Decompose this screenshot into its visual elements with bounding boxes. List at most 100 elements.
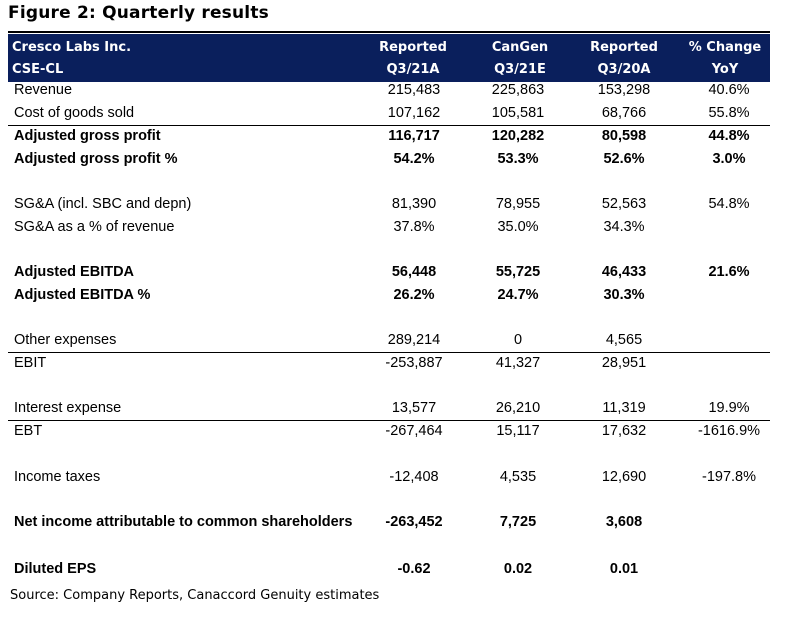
cell-reported-q321a: -263,452: [385, 514, 443, 530]
header-col4-line2: YoY: [711, 61, 739, 77]
cell-reported-q321a: -253,887: [385, 355, 443, 371]
cell-reported-q321a: -12,408: [389, 469, 439, 485]
row-label: Income taxes: [14, 469, 101, 485]
row-label: EBT: [14, 423, 43, 439]
row-label: Adjusted EBITDA: [14, 264, 135, 280]
cell-reported-q320a: 80,598: [601, 128, 647, 144]
header-col2-line1: CanGen: [491, 39, 549, 55]
cell-reported-q320a: 30.3%: [603, 287, 645, 303]
cell-change-yoy: 21.6%: [708, 264, 750, 280]
cell-cangen-q321e: 26,210: [495, 400, 541, 416]
cell-reported-q320a: 28,951: [601, 355, 647, 371]
cell-reported-q321a: 54.2%: [393, 151, 435, 167]
header-ticker: CSE-CL: [12, 61, 64, 77]
row-label: Net income attributable to common shareh…: [14, 514, 353, 530]
cell-cangen-q321e: 225,863: [491, 82, 545, 98]
table-row-adjusted-ebitda: Adjusted EBITDA 56,448 55,725 46,433 21.…: [8, 261, 770, 284]
header-col4-line1: % Change: [688, 39, 762, 55]
header-col1-line1: Reported: [379, 39, 447, 55]
cell-reported-q321a: -267,464: [385, 423, 443, 439]
cell-change-yoy: -197.8%: [701, 469, 756, 485]
row-label: SG&A as a % of revenue: [14, 219, 175, 235]
cell-cangen-q321e: 78,955: [495, 196, 541, 212]
table-row-cogs: Cost of goods sold 107,162 105,581 68,76…: [8, 102, 770, 126]
table-row-diluted-eps: Diluted EPS -0.62 0.02 0.01: [8, 558, 770, 581]
row-label: SG&A (incl. SBC and depn): [14, 196, 192, 212]
cell-reported-q321a: 26.2%: [393, 287, 435, 303]
table-row-interest-expense: Interest expense 13,577 26,210 11,319 19…: [8, 397, 770, 421]
cell-reported-q320a: 12,690: [601, 469, 647, 485]
cell-reported-q321a: 81,390: [391, 196, 437, 212]
row-label: Adjusted EBITDA %: [14, 287, 151, 303]
header-col-reported-q320a: Reported Q3/20A: [581, 34, 667, 82]
row-label: EBIT: [14, 355, 47, 371]
table-row-ebt: EBT -267,464 15,117 17,632 -1616.9%: [8, 420, 770, 443]
cell-reported-q321a: 13,577: [391, 400, 437, 416]
cell-reported-q320a: 153,298: [597, 82, 651, 98]
cell-cangen-q321e: 7,725: [499, 514, 537, 530]
table-row-adjusted-ebitda-pct: Adjusted EBITDA % 26.2% 24.7% 30.3%: [8, 284, 770, 307]
cell-cangen-q321e: 55,725: [495, 264, 541, 280]
title-rule: [8, 31, 770, 33]
cell-reported-q320a: 52,563: [601, 196, 647, 212]
cell-reported-q321a: 215,483: [387, 82, 441, 98]
cell-cangen-q321e: 120,282: [491, 128, 545, 144]
header-col3-line1: Reported: [590, 39, 658, 55]
cell-reported-q320a: 17,632: [601, 423, 647, 439]
header-col-change-yoy: % Change YoY: [675, 34, 775, 82]
cell-reported-q320a: 34.3%: [603, 219, 645, 235]
table-row-adjusted-gross-profit: Adjusted gross profit 116,717 120,282 80…: [8, 125, 770, 148]
cell-reported-q320a: 4,565: [605, 332, 643, 348]
cell-reported-q320a: 11,319: [602, 400, 646, 416]
row-label: Adjusted gross profit %: [14, 151, 178, 167]
cell-cangen-q321e: 4,535: [499, 469, 537, 485]
row-label: Revenue: [14, 82, 73, 98]
cell-cangen-q321e: 41,327: [495, 355, 541, 371]
table-row-income-taxes: Income taxes -12,408 4,535 12,690 -197.8…: [8, 466, 770, 489]
cell-cangen-q321e: 0.02: [503, 561, 533, 577]
cell-cangen-q321e: 105,581: [491, 105, 545, 121]
cell-reported-q321a: 107,162: [387, 105, 441, 121]
cell-reported-q321a: 289,214: [387, 332, 441, 348]
cell-reported-q320a: 46,433: [601, 264, 647, 280]
cell-reported-q320a: 0.01: [609, 561, 639, 577]
figure-title: Figure 2: Quarterly results: [8, 3, 269, 23]
row-label: Other expenses: [14, 332, 117, 348]
cell-cangen-q321e: 24.7%: [497, 287, 539, 303]
row-label: Cost of goods sold: [14, 105, 135, 121]
table-row-revenue: Revenue 215,483 225,863 153,298 40.6%: [8, 79, 770, 102]
cell-reported-q321a: -0.62: [397, 561, 431, 577]
header-col3-line2: Q3/20A: [597, 61, 651, 77]
table-row-net-income: Net income attributable to common shareh…: [8, 511, 770, 534]
cell-change-yoy: 55.8%: [708, 105, 750, 121]
table-row-sga: SG&A (incl. SBC and depn) 81,390 78,955 …: [8, 193, 770, 216]
cell-reported-q320a: 68,766: [601, 105, 647, 121]
cell-reported-q321a: 37.8%: [393, 219, 435, 235]
header-col-reported-q321a: Reported Q3/21A: [370, 34, 456, 82]
header-company: Cresco Labs Inc. CSE-CL: [12, 34, 352, 82]
cell-cangen-q321e: 15,117: [496, 423, 540, 439]
cell-cangen-q321e: 0: [513, 332, 523, 348]
header-col1-line2: Q3/21A: [386, 61, 440, 77]
cell-reported-q320a: 52.6%: [603, 151, 645, 167]
header-company-name: Cresco Labs Inc.: [12, 39, 132, 55]
cell-reported-q320a: 3,608: [605, 514, 643, 530]
cell-reported-q321a: 56,448: [391, 264, 437, 280]
header-col-cangen-q321e: CanGen Q3/21E: [477, 34, 563, 82]
source-note: Source: Company Reports, Canaccord Genui…: [10, 588, 380, 603]
cell-cangen-q321e: 35.0%: [497, 219, 539, 235]
cell-change-yoy: -1616.9%: [697, 423, 761, 439]
table-row-ebit: EBIT -253,887 41,327 28,951: [8, 352, 770, 375]
table-row-other-expenses: Other expenses 289,214 0 4,565: [8, 329, 770, 353]
cell-change-yoy: 19.9%: [708, 400, 750, 416]
cell-reported-q321a: 116,717: [388, 128, 440, 144]
cell-change-yoy: 54.8%: [708, 196, 750, 212]
cell-change-yoy: 40.6%: [708, 82, 750, 98]
table-header: Cresco Labs Inc. CSE-CL Reported Q3/21A …: [8, 34, 770, 82]
cell-change-yoy: 3.0%: [712, 151, 746, 167]
cell-cangen-q321e: 53.3%: [497, 151, 539, 167]
table-row-sga-pct: SG&A as a % of revenue 37.8% 35.0% 34.3%: [8, 216, 770, 239]
cell-change-yoy: 44.8%: [708, 128, 750, 144]
row-label: Interest expense: [14, 400, 122, 416]
row-label: Adjusted gross profit: [14, 128, 161, 144]
